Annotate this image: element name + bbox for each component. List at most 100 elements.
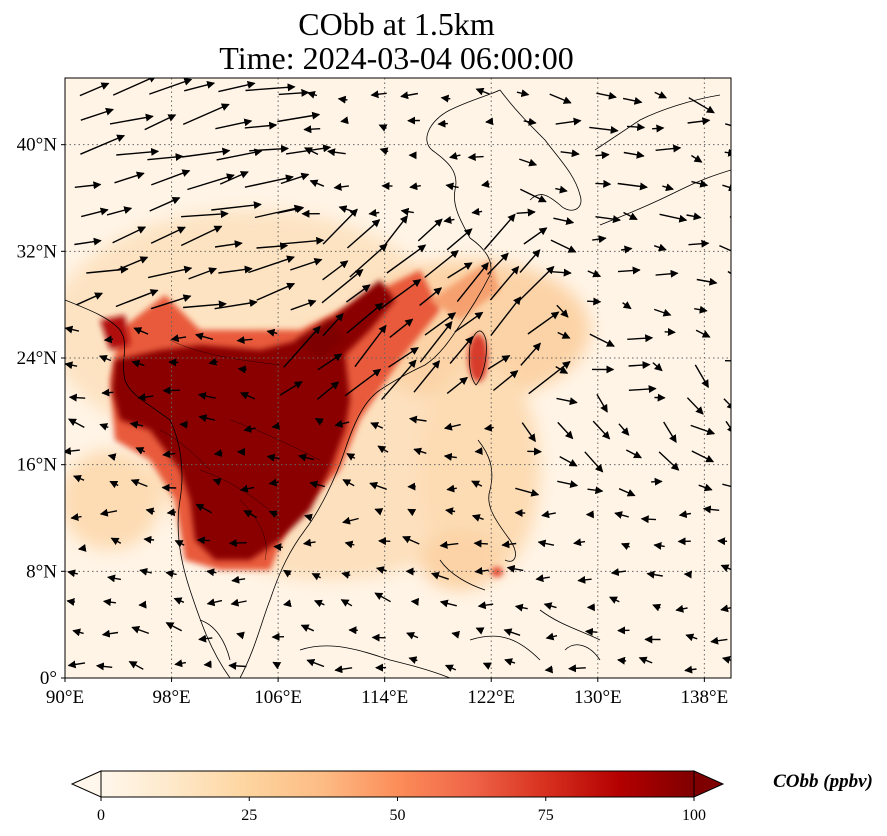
wind-arrow xyxy=(149,196,181,212)
wind-arrow xyxy=(483,213,516,250)
wind-arrow xyxy=(688,239,710,248)
wind-arrow xyxy=(719,244,731,252)
wind-arrow xyxy=(144,114,177,131)
wind-arrow xyxy=(545,632,558,641)
wind-arrow xyxy=(374,508,384,516)
colorbar-tick-label: 50 xyxy=(390,807,406,824)
wind-arrow xyxy=(717,537,728,546)
wind-arrow xyxy=(340,599,353,607)
wind-arrow xyxy=(473,539,488,548)
wind-arrow xyxy=(135,447,146,455)
wind-arrow xyxy=(544,665,554,674)
wind-arrow xyxy=(309,480,325,489)
lon-tick-label: 90°E xyxy=(46,687,84,708)
wind-arrow xyxy=(342,516,359,525)
wind-arrow xyxy=(541,510,556,519)
wind-arrow xyxy=(520,342,541,366)
wind-arrow xyxy=(147,265,193,279)
wind-arrow xyxy=(130,478,148,488)
wind-arrow xyxy=(161,483,177,492)
wind-arrow xyxy=(313,599,325,608)
wind-arrow xyxy=(617,266,641,275)
wind-arrow xyxy=(74,181,102,190)
wind-arrow xyxy=(239,391,256,400)
wind-arrow xyxy=(237,365,247,374)
wind-arrow xyxy=(243,424,256,433)
wind-arrow xyxy=(516,265,555,304)
wind-arrow xyxy=(80,134,126,155)
wind-arrow xyxy=(170,334,187,343)
wind-arrow xyxy=(139,567,152,576)
lat-tick-label: 40°N xyxy=(17,135,58,156)
wind-arrow xyxy=(506,564,524,573)
wind-arrow xyxy=(687,117,711,126)
wind-arrow xyxy=(592,420,611,440)
wind-arrow xyxy=(311,573,322,581)
wind-arrow xyxy=(386,244,427,274)
wind-arrow xyxy=(368,208,380,217)
wind-arrow xyxy=(245,83,296,92)
wind-arrow xyxy=(622,96,643,105)
lon-tick-label: 106°E xyxy=(254,687,302,708)
wind-arrow xyxy=(443,422,461,431)
wind-arrow xyxy=(215,118,253,130)
wind-arrow xyxy=(375,566,387,574)
wind-arrow xyxy=(236,336,253,345)
wind-arrow xyxy=(451,630,461,639)
colorbar-tick-label: 75 xyxy=(538,807,554,824)
wind-arrow xyxy=(527,311,560,335)
wind-arrow xyxy=(198,634,213,643)
wind-arrow xyxy=(65,361,78,370)
wind-arrow xyxy=(721,656,731,664)
wind-arrow xyxy=(180,225,223,247)
coastlines xyxy=(65,89,731,678)
wind-arrow xyxy=(290,299,317,311)
wind-arrow xyxy=(346,302,384,334)
wind-arrow xyxy=(474,566,489,575)
wind-arrow xyxy=(79,82,110,97)
wind-arrow xyxy=(322,208,358,245)
wind-arrow xyxy=(266,453,280,462)
wind-arrow xyxy=(691,154,703,163)
wind-arrow xyxy=(230,598,247,607)
wind-arrow xyxy=(374,592,391,603)
wind-arrow xyxy=(216,148,263,161)
wind-arrow xyxy=(410,597,420,606)
wind-arrow xyxy=(277,205,305,214)
wind-arrow xyxy=(440,94,451,103)
wind-arrow xyxy=(596,393,608,413)
wind-arrow xyxy=(115,289,159,308)
wind-arrow xyxy=(652,362,663,372)
wind-arrow xyxy=(165,622,183,632)
wind-arrow xyxy=(214,299,258,310)
wind-arrow xyxy=(133,327,149,335)
colorbar-extend-high xyxy=(693,770,725,798)
map-title-line-1: CObb at 1.5km xyxy=(298,6,495,42)
wind-arrow xyxy=(723,398,731,411)
wind-arrow xyxy=(206,598,223,607)
wind-arrow xyxy=(249,144,289,153)
wind-arrow xyxy=(316,381,340,400)
wind-arrow xyxy=(116,147,160,156)
wind-arrow xyxy=(694,305,708,314)
wind-arrow xyxy=(589,333,615,347)
wind-arrow xyxy=(244,174,294,188)
wind-arrow xyxy=(228,661,247,670)
lon-tick-label: 130°E xyxy=(574,687,622,708)
wind-arrow xyxy=(646,570,663,579)
wind-arrow xyxy=(196,536,210,545)
colorbar-tick-label: 25 xyxy=(241,807,257,824)
wind-arrow xyxy=(675,604,688,613)
wind-arrow xyxy=(653,243,667,252)
wind-arrow xyxy=(143,535,155,544)
wind-arrow xyxy=(559,455,578,467)
wind-arrow xyxy=(162,386,180,395)
wind-arrow xyxy=(702,505,720,514)
wind-arrow xyxy=(652,124,665,133)
wind-arrow xyxy=(109,480,119,489)
wind-arrow xyxy=(446,484,457,493)
wind-arrow xyxy=(65,325,80,334)
wind-arrow xyxy=(99,508,118,517)
wind-arrow xyxy=(516,89,530,98)
wind-arrow xyxy=(449,336,474,364)
